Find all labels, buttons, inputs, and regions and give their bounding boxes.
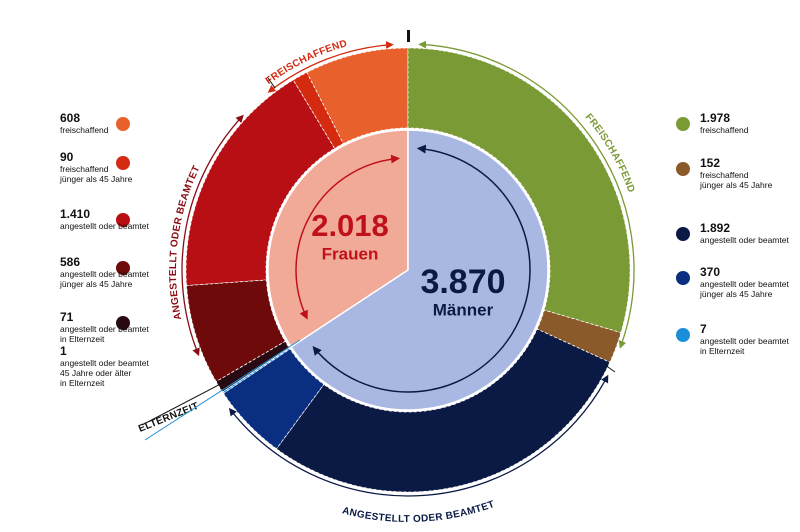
legend-value: 90 bbox=[60, 150, 74, 164]
legend-label: angestellt oder beamtet bbox=[60, 269, 149, 279]
legend-label: angestellt oder beamtet bbox=[700, 279, 789, 289]
arc-label-text: ANGESTELLT ODER BEAMTET bbox=[341, 499, 496, 525]
legend-value: 7 bbox=[700, 322, 707, 336]
legend-label: jünger als 45 Jahre bbox=[59, 174, 133, 184]
legend-label: in Elternzeit bbox=[700, 346, 745, 356]
legend-marker bbox=[676, 271, 690, 285]
legend-label: 45 Jahre oder älter bbox=[60, 368, 132, 378]
legend-label: jünger als 45 Jahre bbox=[59, 279, 133, 289]
legend-marker bbox=[676, 162, 690, 176]
legend-label: in Elternzeit bbox=[60, 334, 105, 344]
sep-tick bbox=[604, 364, 616, 373]
group-value: 3.870 bbox=[420, 263, 505, 301]
legend-marker bbox=[116, 117, 130, 131]
legend-label: jünger als 45 Jahre bbox=[699, 180, 773, 190]
legend-value: 1 bbox=[60, 344, 67, 358]
legend-label: jünger als 45 Jahre bbox=[699, 289, 773, 299]
legend-marker bbox=[676, 117, 690, 131]
legend-label: angestellt oder beamtet bbox=[60, 324, 149, 334]
legend-label: freischaffend bbox=[700, 125, 749, 135]
legend-label: freischaffend bbox=[700, 170, 749, 180]
legend-label: in Elternzeit bbox=[60, 378, 105, 388]
annotation-arrow bbox=[181, 114, 244, 357]
group-value: 2.018 bbox=[311, 208, 389, 243]
legend-label: angestellt oder beamtet bbox=[700, 336, 789, 346]
arc-label: ELTERNZEIT bbox=[137, 401, 200, 435]
legend-marker bbox=[676, 328, 690, 342]
legend-marker bbox=[116, 213, 130, 227]
legend-value: 1.410 bbox=[60, 207, 90, 221]
top-tick bbox=[407, 30, 410, 42]
legend-value: 1.892 bbox=[700, 221, 730, 235]
legend-value: 586 bbox=[60, 255, 80, 269]
leader-line bbox=[141, 377, 233, 426]
legend-marker bbox=[676, 227, 690, 241]
legend-value: 152 bbox=[700, 156, 720, 170]
legend-marker bbox=[116, 261, 130, 275]
legend-value: 71 bbox=[60, 310, 74, 324]
leader-line bbox=[144, 339, 301, 441]
sep-tick bbox=[267, 77, 276, 89]
legend-value: 1.978 bbox=[700, 111, 730, 125]
legend-value: 608 bbox=[60, 111, 80, 125]
legend-label: angestellt oder beamtet bbox=[60, 221, 149, 231]
annotation-arrow bbox=[267, 41, 394, 93]
legend-label: freischaffend bbox=[60, 125, 109, 135]
legend-label: angestellt oder beamtet bbox=[700, 235, 789, 245]
group-name: Frauen bbox=[322, 244, 379, 263]
group-name: Männer bbox=[433, 300, 494, 319]
annotation-arrow bbox=[418, 40, 635, 349]
legend-label: freischaffend bbox=[60, 164, 109, 174]
legend-marker bbox=[116, 350, 130, 364]
legend-value: 370 bbox=[700, 265, 720, 279]
annotation-arrow bbox=[228, 374, 609, 497]
legend-label: angestellt oder beamtet bbox=[60, 358, 149, 368]
legend-marker bbox=[116, 156, 130, 170]
legend-marker bbox=[116, 316, 130, 330]
arc-label: ANGESTELLT ODER BEAMTET bbox=[341, 499, 496, 525]
